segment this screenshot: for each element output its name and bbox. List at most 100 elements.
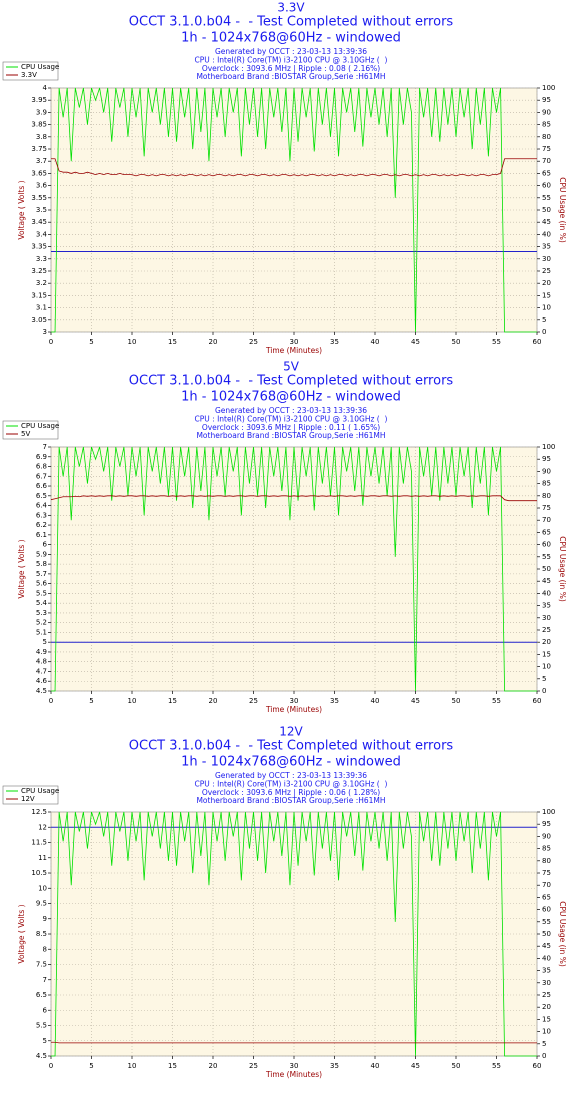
- x-tick-label: 50: [452, 1062, 461, 1070]
- y2-tick-label: 100: [542, 443, 555, 451]
- x-tick-label: 5: [89, 1062, 93, 1070]
- chart-info: CPU : Intel(R) Core(TM) i3-2100 CPU @ 3.…: [195, 55, 388, 64]
- y-tick-label: 5: [43, 1037, 47, 1045]
- y2-tick-label: 25: [542, 267, 551, 275]
- x-tick-label: 40: [371, 1062, 380, 1070]
- x-tick-label: 5: [89, 338, 93, 346]
- y-tick-label: 3.2: [36, 279, 47, 287]
- chart-info: Motherboard Brand :BIOSTAR Group,Serie :…: [196, 796, 385, 805]
- y2-tick-label: 30: [542, 614, 551, 622]
- y-tick-label: 6.4: [36, 502, 48, 510]
- y-tick-label: 5.6: [36, 580, 48, 588]
- y2-tick-label: 100: [542, 808, 555, 816]
- y2-tick-label: 80: [542, 857, 551, 865]
- x-tick-label: 15: [168, 697, 177, 705]
- y2-tick-label: 60: [542, 906, 551, 914]
- chart-info: Overclock : 3093.6 MHz | Ripple : 0.11 (…: [202, 423, 380, 432]
- x-tick-label: 20: [209, 338, 218, 346]
- y2-tick-label: 40: [542, 954, 551, 962]
- x-tick-label: 60: [533, 338, 542, 346]
- y-tick-label: 10.5: [31, 869, 47, 877]
- chart-title: 5V: [283, 360, 300, 374]
- y2-tick-label: 70: [542, 881, 551, 889]
- chart-subtitle: 1h - 1024x768@60Hz - windowed: [181, 755, 401, 770]
- x-tick-label: 45: [411, 338, 420, 346]
- y2-tick-label: 65: [542, 893, 551, 901]
- x-tick-label: 45: [411, 697, 420, 705]
- y-tick-label: 7: [43, 443, 47, 451]
- y-tick-label: 3.9: [36, 108, 47, 116]
- y-tick-label: 12: [38, 823, 47, 831]
- y2-tick-label: 0: [542, 328, 546, 336]
- y2-tick-label: 35: [542, 967, 551, 975]
- y-tick-label: 6: [43, 1006, 48, 1014]
- legend-label: 5V: [21, 430, 30, 438]
- y2-tick-label: 60: [542, 541, 551, 549]
- y2-tick-label: 40: [542, 230, 551, 238]
- x-tick-label: 10: [128, 338, 137, 346]
- y-tick-label: 5.4: [36, 599, 48, 607]
- y2-tick-label: 15: [542, 1015, 551, 1023]
- y2-tick-label: 90: [542, 467, 551, 475]
- x-tick-label: 0: [49, 1062, 53, 1070]
- y-tick-label: 10: [38, 884, 47, 892]
- x-tick-label: 0: [49, 338, 53, 346]
- y2-tick-label: 15: [542, 291, 551, 299]
- y2-tick-label: 50: [542, 930, 551, 938]
- series-line: [50, 495, 537, 502]
- y2-tick-label: 5: [542, 1040, 546, 1048]
- y-tick-label: 3.8: [36, 133, 47, 141]
- y2-tick-label: 90: [542, 832, 551, 840]
- y2-tick-label: 55: [542, 553, 551, 561]
- legend-label: CPU Usage: [21, 63, 59, 71]
- y2-tick-label: 70: [542, 516, 551, 524]
- chart-info: Generated by OCCT : 23-03-13 13:39:36: [215, 406, 367, 415]
- x-tick-label: 40: [371, 338, 380, 346]
- y-tick-label: 6.1: [36, 531, 47, 539]
- series-line: [51, 87, 537, 333]
- y2-tick-label: 0: [542, 687, 546, 695]
- y-tick-label: 6.5: [36, 492, 47, 500]
- y-tick-label: 4.6: [36, 677, 48, 685]
- y-tick-label: 6.7: [36, 472, 47, 480]
- y-tick-label: 5: [43, 638, 47, 646]
- y-tick-label: 8: [43, 945, 47, 953]
- x-tick-label: 50: [452, 338, 461, 346]
- y2-tick-label: 20: [542, 279, 551, 287]
- y2-tick-label: 85: [542, 845, 551, 853]
- y-tick-label: 7: [43, 976, 47, 984]
- x-tick-label: 20: [209, 697, 218, 705]
- x-tick-label: 10: [128, 1062, 137, 1070]
- y-tick-label: 5.1: [36, 628, 47, 636]
- y-tick-label: 9.5: [36, 900, 47, 908]
- y2-tick-label: 55: [542, 194, 551, 202]
- y2-axis-label: CPU Usage (in %): [558, 177, 567, 243]
- y2-tick-label: 50: [542, 565, 551, 573]
- legend-label: CPU Usage: [21, 422, 59, 430]
- y-tick-label: 4.9: [36, 648, 47, 656]
- y-tick-label: 3.65: [31, 169, 47, 177]
- y-tick-label: 6.6: [36, 482, 48, 490]
- y-tick-label: 5.7: [36, 570, 47, 578]
- y2-tick-label: 95: [542, 455, 551, 463]
- y-tick-label: 7.5: [36, 961, 47, 969]
- y-tick-label: 3.5: [36, 206, 47, 214]
- y2-tick-label: 35: [542, 243, 551, 251]
- y2-tick-label: 75: [542, 145, 551, 153]
- y2-tick-label: 55: [542, 918, 551, 926]
- y2-tick-label: 15: [542, 650, 551, 658]
- y2-tick-label: 95: [542, 820, 551, 828]
- y2-tick-label: 60: [542, 182, 551, 190]
- x-tick-label: 25: [249, 697, 258, 705]
- y2-tick-label: 30: [542, 255, 551, 263]
- x-tick-label: 35: [330, 1062, 339, 1070]
- y2-tick-label: 40: [542, 589, 551, 597]
- y-tick-label: 11: [38, 854, 47, 862]
- x-tick-label: 5: [89, 697, 93, 705]
- x-tick-label: 50: [452, 697, 461, 705]
- y-tick-label: 6.2: [36, 521, 47, 529]
- y-tick-label: 3.4: [36, 230, 48, 238]
- y-tick-label: 11.5: [31, 839, 47, 847]
- y-tick-label: 3.35: [31, 243, 47, 251]
- y-axis-label: Voltage ( Volts ): [17, 539, 26, 598]
